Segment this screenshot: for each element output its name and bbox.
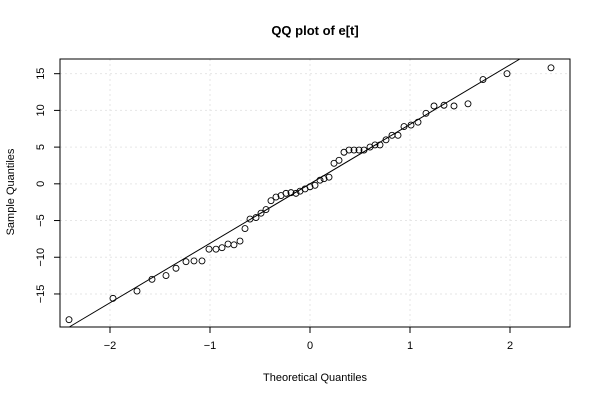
plot-frame	[59, 58, 571, 328]
x-tick-label: −2	[104, 340, 117, 352]
data-point	[414, 118, 422, 126]
y-axis: −15 −10 −5 0 5 10 15	[35, 68, 60, 304]
data-point	[335, 156, 343, 164]
chart-title: QQ plot of e[t]	[271, 23, 358, 38]
data-point	[252, 214, 260, 222]
data-point	[282, 189, 290, 197]
data-point	[162, 272, 170, 280]
data-point	[376, 141, 384, 149]
y-tick-label: −15	[35, 285, 47, 304]
data-point	[236, 237, 244, 245]
data-point	[430, 102, 438, 110]
data-point	[330, 159, 338, 167]
data-point	[345, 146, 353, 154]
y-axis-label: Sample Quantiles	[5, 148, 17, 235]
data-point	[172, 264, 180, 272]
x-tick-label: 2	[507, 340, 513, 352]
data-point	[320, 175, 328, 183]
data-point	[394, 131, 402, 139]
data-point	[350, 146, 358, 154]
data-point	[422, 109, 430, 117]
data-point	[109, 294, 117, 302]
data-point	[311, 181, 319, 189]
data-point	[272, 193, 280, 201]
data-point	[262, 206, 270, 213]
data-point	[267, 197, 275, 205]
data-point	[287, 189, 295, 197]
reference-line-group	[69, 58, 521, 328]
data-point	[479, 76, 487, 84]
data-point	[218, 244, 226, 252]
data-point	[450, 102, 458, 110]
x-axis-label: Theoretical Quantiles	[263, 372, 367, 384]
points-group	[65, 64, 555, 324]
data-point	[230, 241, 238, 249]
data-point	[148, 275, 156, 283]
x-tick-label: −1	[204, 340, 217, 352]
y-tick-label: 0	[35, 181, 47, 187]
x-axis: −2 −1 0 1 2	[104, 327, 513, 352]
grid-lines	[60, 59, 570, 327]
data-point	[182, 258, 190, 266]
data-point	[241, 225, 249, 233]
data-point	[355, 146, 363, 154]
data-point	[547, 64, 555, 72]
data-point	[464, 100, 472, 108]
data-point	[360, 146, 368, 154]
data-point	[133, 287, 141, 295]
data-point	[440, 101, 448, 109]
y-tick-label: −10	[35, 248, 47, 267]
data-point	[190, 257, 198, 265]
data-point	[257, 209, 265, 217]
data-point	[306, 183, 314, 191]
data-point	[205, 245, 213, 253]
x-tick-label: 1	[407, 340, 413, 352]
reference-line	[69, 58, 521, 328]
y-tick-label: −5	[35, 214, 47, 227]
y-tick-label: 15	[35, 68, 47, 80]
data-point	[292, 189, 300, 197]
data-point	[407, 121, 415, 129]
data-point	[212, 245, 220, 253]
data-point	[382, 136, 390, 144]
data-point	[371, 141, 379, 149]
data-point	[198, 257, 206, 265]
y-tick-label: 10	[35, 104, 47, 116]
data-point	[316, 176, 324, 184]
x-tick-label: 0	[307, 340, 313, 352]
data-point	[224, 240, 232, 248]
data-point	[503, 70, 511, 78]
y-tick-label: 5	[35, 144, 47, 150]
data-point	[325, 173, 333, 181]
data-point	[400, 123, 408, 131]
data-point	[65, 316, 73, 324]
